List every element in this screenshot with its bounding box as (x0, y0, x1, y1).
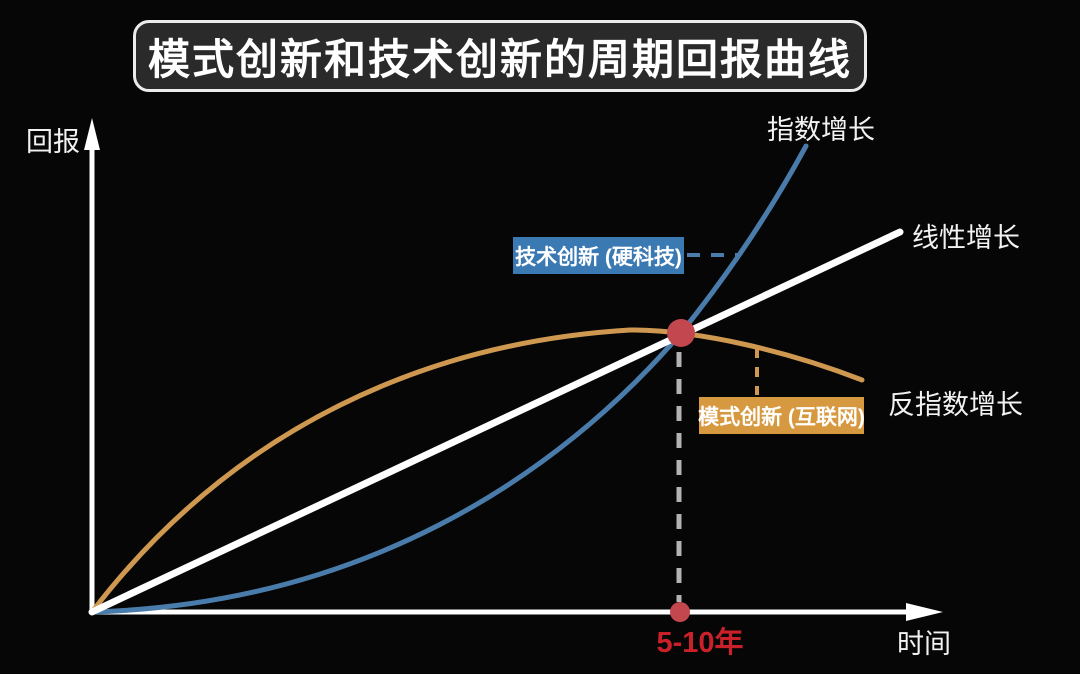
model-innovation-tag: 模式创新 (互联网) (698, 397, 865, 434)
x-axis-label: 时间 (897, 629, 951, 659)
y-axis-arrow-icon (84, 118, 100, 150)
curve-inverse-exponential (89, 327, 865, 615)
chart-title-box: 模式创新和技术创新的周期回报曲线 (133, 20, 867, 92)
chart-title: 模式创新和技术创新的周期回报曲线 (147, 35, 852, 83)
tech-innovation-tag: 技术创新 (硬科技) (513, 237, 684, 274)
intersection-dot (667, 319, 695, 347)
x-axis-arrow-icon (906, 603, 943, 621)
x-axis-marker-dot (670, 602, 690, 622)
model-innovation-tag-label: 模式创新 (互联网) (698, 405, 865, 429)
inverse-exponential-curve-label: 反指数增长 (888, 390, 1023, 420)
x-axis-marker-label: 5-10年 (656, 627, 744, 659)
linear-curve-label: 线性增长 (912, 223, 1020, 253)
curve-linear (88, 228, 904, 616)
tech-innovation-tag-label: 技术创新 (硬科技) (515, 245, 682, 269)
y-axis-label: 回报 (26, 127, 80, 157)
exponential-curve-label: 指数增长 (767, 115, 875, 145)
curve-exponential (89, 143, 809, 615)
